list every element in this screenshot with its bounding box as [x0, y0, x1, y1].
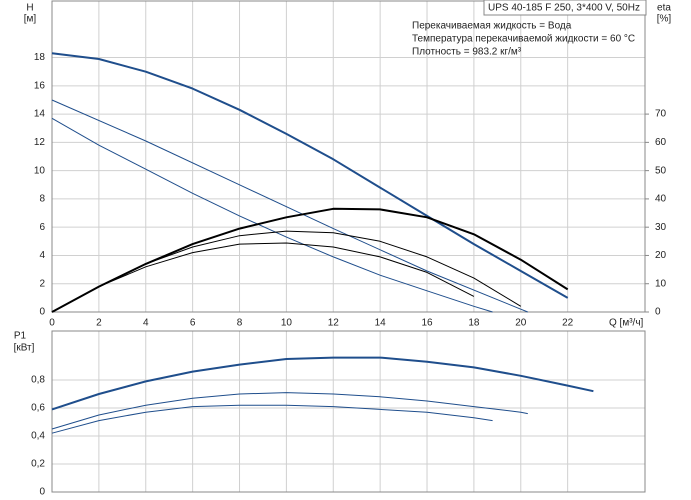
- y-tick-label: 0: [39, 307, 45, 318]
- y-tick-label: 18: [34, 52, 46, 63]
- y-tick-label: 0,8: [31, 375, 45, 386]
- y2-tick-label: 0: [655, 307, 661, 318]
- x-tick-label: 18: [468, 318, 480, 329]
- y-tick-label: 10: [34, 165, 46, 176]
- y2-tick-label: 10: [655, 278, 667, 289]
- x-tick-label: 8: [237, 318, 243, 329]
- curve: [51, 404, 493, 434]
- y2-tick-label: 70: [655, 109, 667, 120]
- y2-label: eta: [657, 3, 671, 14]
- y-label: P1: [14, 331, 27, 342]
- y-tick-label: 14: [34, 109, 46, 120]
- x-tick-label: 22: [562, 318, 574, 329]
- curve: [51, 230, 522, 313]
- y-tick-label: 0: [39, 487, 45, 498]
- plot-frame: [51, 0, 646, 313]
- y-tick-label: 16: [34, 80, 46, 91]
- x-tick-label: 6: [190, 318, 196, 329]
- annotation: Температура перекачиваемой жидкости = 60…: [412, 34, 635, 45]
- y-label: H: [26, 3, 33, 14]
- x-tick-label: 4: [143, 318, 149, 329]
- y-tick-label: 0,6: [31, 403, 45, 414]
- y2-unit: [%]: [657, 14, 672, 25]
- legend-title: UPS 40-185 F 250, 3*400 V, 50Hz: [488, 3, 640, 14]
- curve: [51, 117, 493, 313]
- y2-tick-label: 50: [655, 165, 667, 176]
- plot-frame: [51, 330, 646, 493]
- y2-tick-label: 40: [655, 194, 667, 205]
- x-tick-label: 12: [328, 318, 340, 329]
- curve: [51, 52, 569, 299]
- y-tick-label: 8: [39, 194, 45, 205]
- y-tick-label: 2: [39, 278, 45, 289]
- x-label: Q [м³/ч]: [609, 318, 644, 329]
- curve: [51, 242, 475, 313]
- curve: [51, 392, 528, 430]
- curve: [51, 356, 594, 411]
- y-unit: [м]: [24, 14, 37, 25]
- y-unit: [кВт]: [14, 343, 35, 354]
- y-tick-label: 0,4: [31, 431, 45, 442]
- x-tick-label: 14: [375, 318, 387, 329]
- annotation: Перекачиваемая жидкость = Вода: [412, 21, 572, 32]
- y-tick-label: 4: [39, 250, 45, 261]
- x-tick-label: 10: [281, 318, 293, 329]
- y-tick-label: 6: [39, 222, 45, 233]
- x-tick-label: 20: [515, 318, 527, 329]
- y2-tick-label: 30: [655, 222, 667, 233]
- x-tick-label: 0: [49, 318, 55, 329]
- annotation: Плотность = 983.2 кг/м³: [412, 47, 522, 58]
- y-tick-label: 0,2: [31, 459, 45, 470]
- legend-box: [483, 0, 647, 16]
- x-tick-label: 2: [96, 318, 102, 329]
- y2-tick-label: 20: [655, 250, 667, 261]
- curve: [51, 99, 528, 313]
- y2-tick-label: 60: [655, 137, 667, 148]
- x-tick-label: 16: [421, 318, 433, 329]
- y-tick-label: 12: [34, 137, 46, 148]
